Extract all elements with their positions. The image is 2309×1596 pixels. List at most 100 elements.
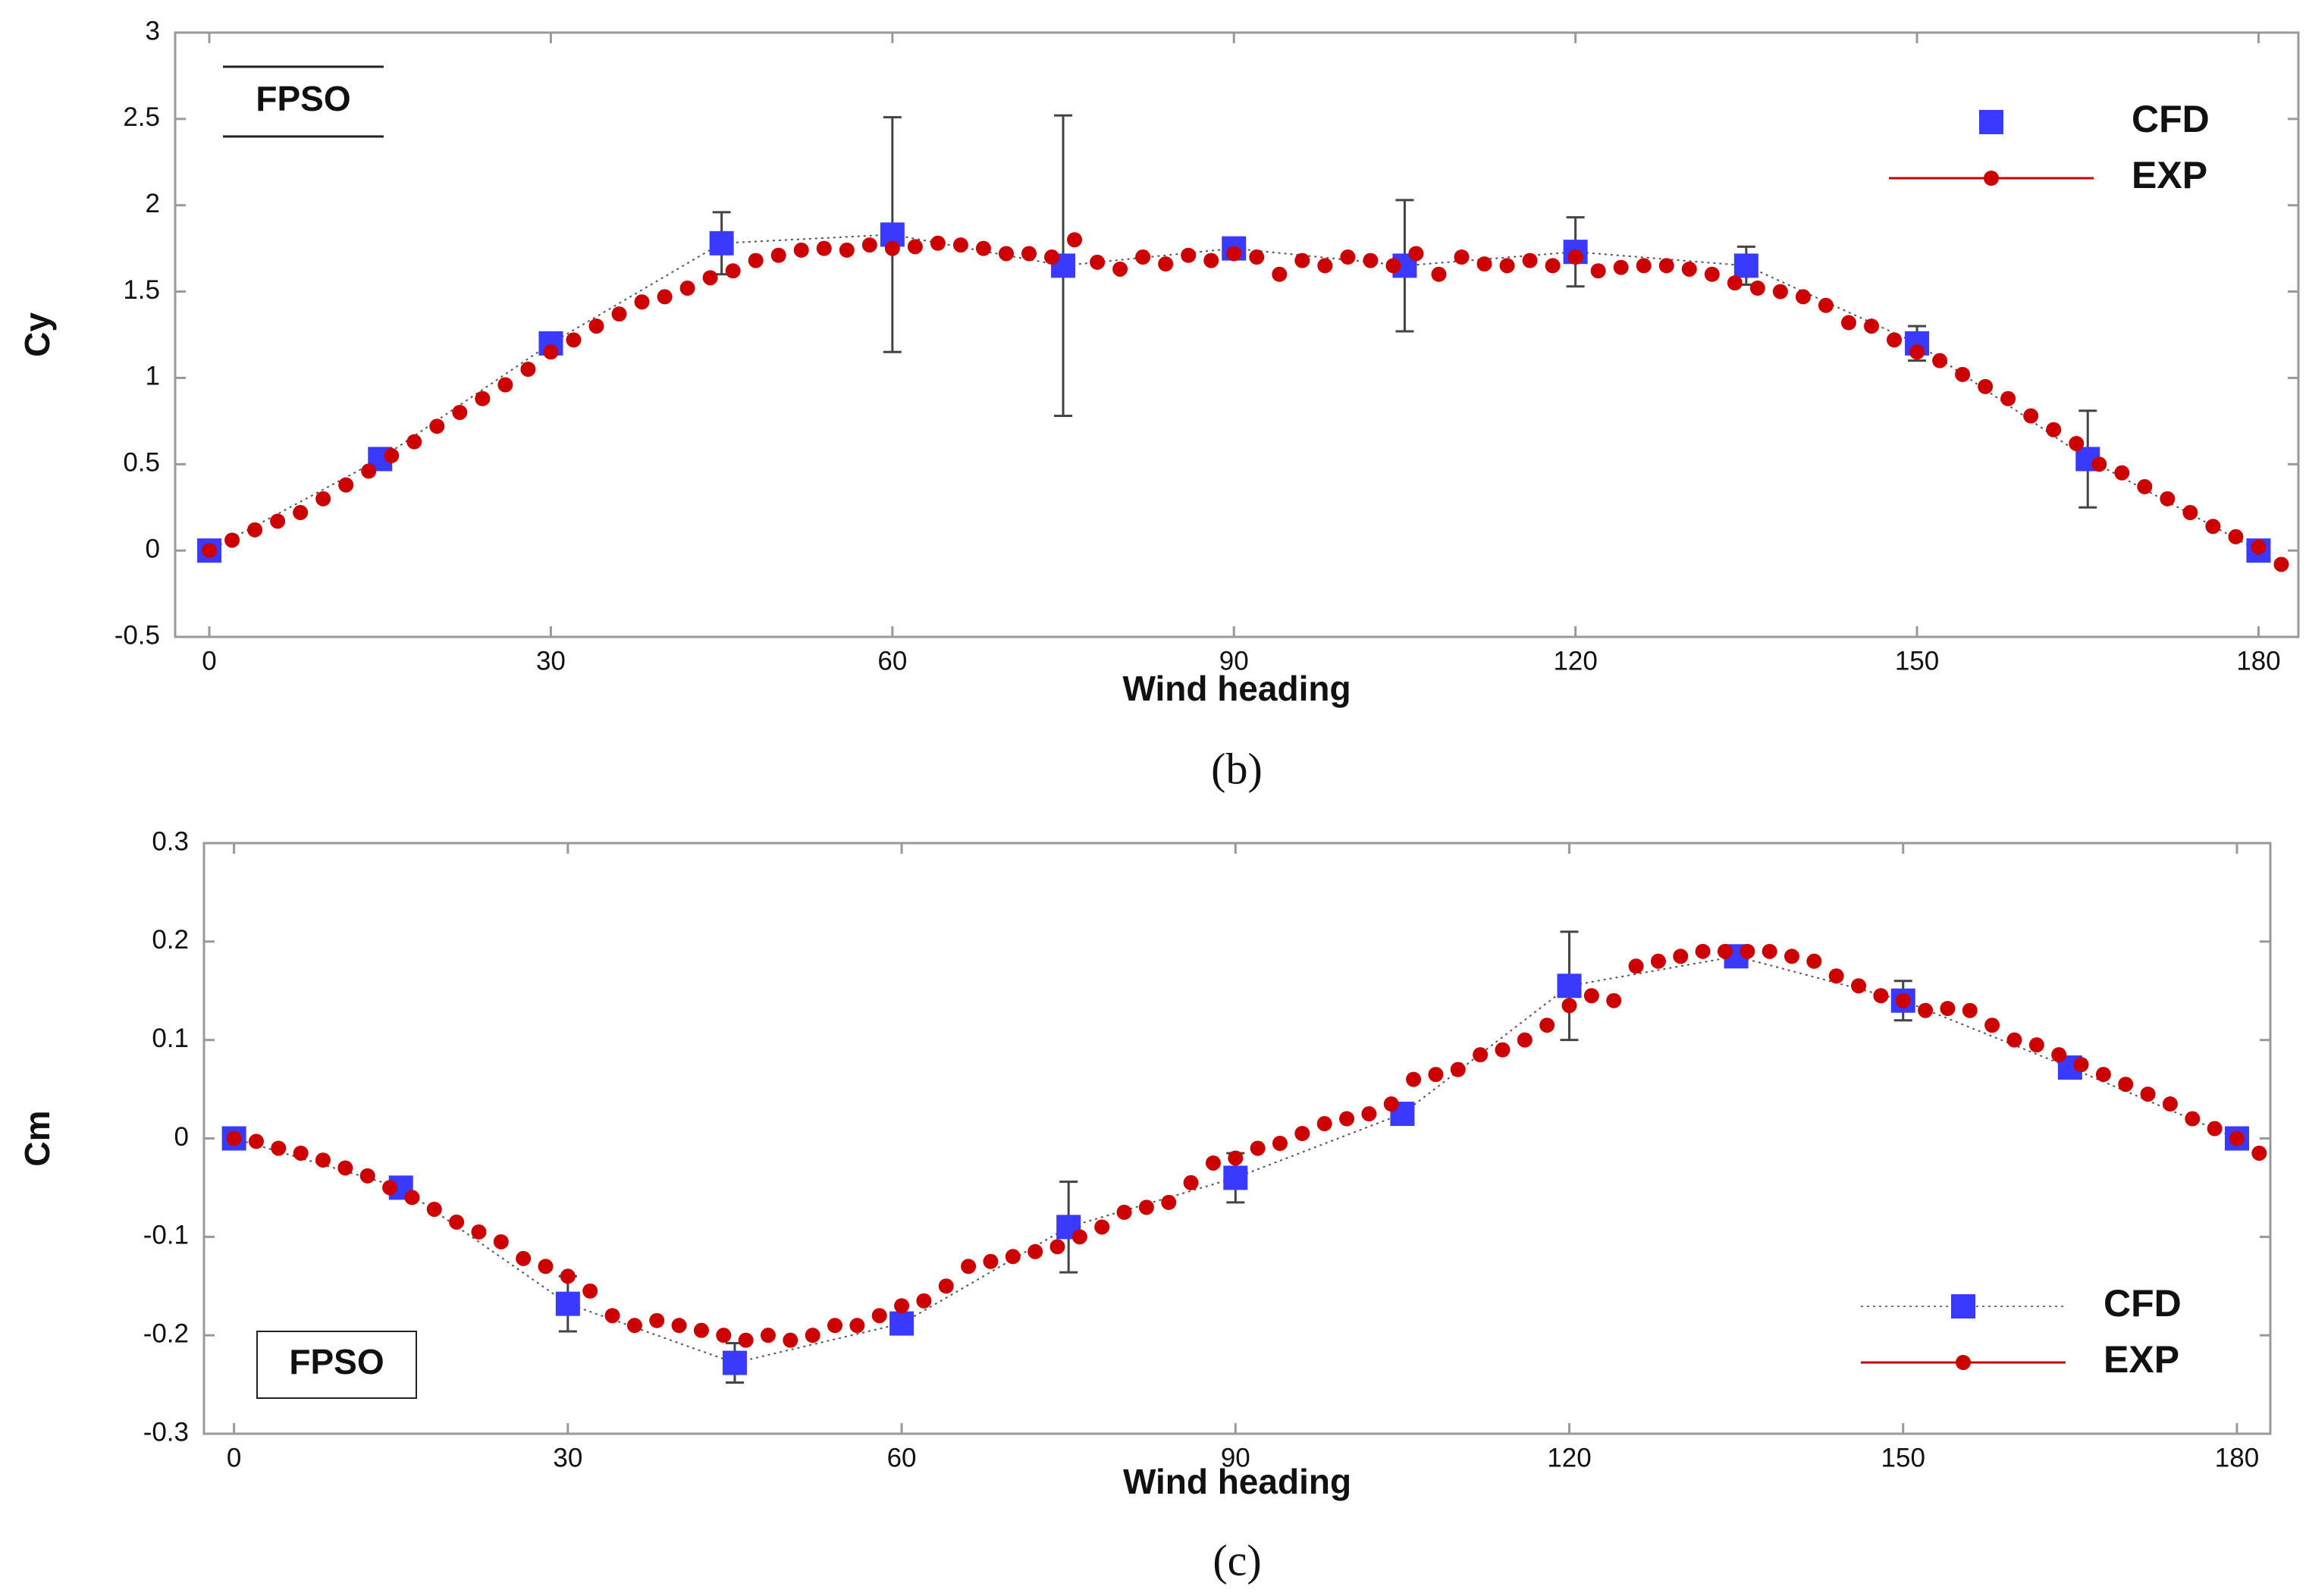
exp-marker: [2006, 1032, 2022, 1048]
cfd-marker: [889, 1311, 915, 1336]
x-tick-label: 150: [1895, 646, 1939, 676]
legend-label: CFD: [2132, 98, 2210, 140]
exp-marker: [611, 306, 627, 322]
exp-marker: [1363, 252, 1379, 268]
exp-marker: [816, 240, 832, 256]
y-axis-title: Cm: [17, 1110, 57, 1166]
exp-marker: [871, 1308, 887, 1324]
y-tick-label: 0: [174, 1122, 189, 1152]
exp-marker: [1772, 284, 1788, 299]
legend-label: CFD: [2104, 1282, 2182, 1325]
exp-marker: [2205, 519, 2221, 535]
x-tick-label: 180: [2236, 646, 2280, 676]
exp-marker: [783, 1332, 798, 1348]
exp-marker: [930, 235, 946, 251]
exp-marker: [1840, 315, 1856, 331]
exp-marker: [1978, 378, 1994, 394]
exp-marker: [1138, 1199, 1154, 1215]
exp-marker: [2251, 539, 2267, 555]
x-tick-label: 120: [1553, 646, 1597, 676]
exp-marker: [247, 522, 263, 538]
exp-marker: [2273, 557, 2289, 572]
exp-marker: [1628, 958, 1644, 974]
y-tick-label: 2.5: [123, 102, 160, 132]
exp-marker: [2160, 491, 2176, 506]
cfd-marker: [555, 1291, 580, 1316]
exp-marker: [1517, 1032, 1533, 1048]
exp-marker: [1428, 1067, 1444, 1083]
legend-label: EXP: [2132, 154, 2207, 196]
exp-marker: [2095, 1067, 2111, 1083]
exp-marker: [429, 419, 445, 434]
exp-marker: [1806, 953, 1822, 969]
exp-marker: [2118, 1077, 2134, 1093]
exp-marker: [1067, 232, 1083, 248]
x-axis-title: Wind heading: [1122, 669, 1351, 708]
exp-marker: [805, 1328, 820, 1344]
y-tick-label: -0.5: [115, 620, 160, 650]
exp-marker: [1895, 992, 1911, 1008]
exp-marker: [1749, 281, 1765, 296]
exp-marker: [998, 246, 1014, 262]
exp-marker: [1181, 247, 1197, 263]
y-tick-label: 0: [146, 534, 160, 563]
exp-marker: [626, 1318, 642, 1334]
x-tick-label: 90: [1219, 646, 1249, 676]
y-tick-label: -0.3: [143, 1417, 189, 1447]
x-tick-label: 60: [887, 1443, 917, 1472]
exp-marker: [2228, 528, 2244, 544]
cfd-marker: [1223, 1165, 1248, 1190]
exp-marker: [1873, 988, 1889, 1004]
exp-marker: [426, 1201, 442, 1217]
exp-marker: [1717, 943, 1733, 959]
exp-marker: [1408, 246, 1424, 262]
exp-marker: [2000, 390, 2016, 406]
exp-marker: [649, 1312, 665, 1328]
exp-marker: [1450, 1061, 1466, 1077]
y-tick-label: -0.2: [143, 1319, 189, 1348]
legend-label: EXP: [2104, 1338, 2179, 1381]
exp-marker: [270, 513, 286, 529]
legend-marker: [1951, 1294, 1975, 1319]
exp-marker: [1636, 258, 1652, 274]
exp-marker: [1567, 249, 1583, 265]
legend-marker: [1956, 1355, 1971, 1370]
x-axis-title: Wind heading: [1123, 1462, 1351, 1501]
exp-marker: [1828, 968, 1844, 984]
exp-marker: [1205, 1155, 1221, 1171]
exp-marker: [271, 1140, 287, 1156]
exp-marker: [1740, 943, 1755, 959]
y-tick-label: 1.5: [123, 275, 160, 305]
exp-marker: [1495, 1042, 1511, 1058]
exp-marker: [1112, 261, 1128, 277]
exp-marker: [1431, 266, 1447, 282]
exp-marker: [2073, 1057, 2089, 1073]
x-tick-label: 30: [553, 1443, 582, 1472]
exp-marker: [634, 294, 650, 310]
exp-marker: [1385, 258, 1401, 274]
cfd-marker: [1557, 974, 1582, 999]
exp-marker: [884, 240, 900, 256]
exp-marker: [1027, 1243, 1043, 1259]
exp-marker: [770, 247, 786, 263]
exp-marker: [827, 1318, 843, 1334]
y-tick-label: 0.1: [152, 1024, 189, 1053]
exp-marker: [1272, 266, 1288, 282]
legend-marker: [1984, 171, 1999, 186]
exp-marker: [1044, 249, 1060, 265]
exp-marker: [693, 1322, 709, 1338]
exp-marker: [1499, 258, 1515, 274]
exp-marker: [1135, 249, 1151, 265]
exp-marker: [916, 1293, 932, 1309]
exp-marker: [671, 1318, 687, 1334]
exp-marker: [1695, 943, 1711, 959]
y-axis-title: Cy: [17, 312, 57, 357]
exp-marker: [404, 1190, 420, 1206]
exp-marker: [760, 1328, 776, 1344]
exp-marker: [1818, 297, 1834, 313]
exp-marker: [839, 242, 855, 258]
exp-marker: [849, 1318, 865, 1334]
exp-marker: [1005, 1249, 1021, 1265]
